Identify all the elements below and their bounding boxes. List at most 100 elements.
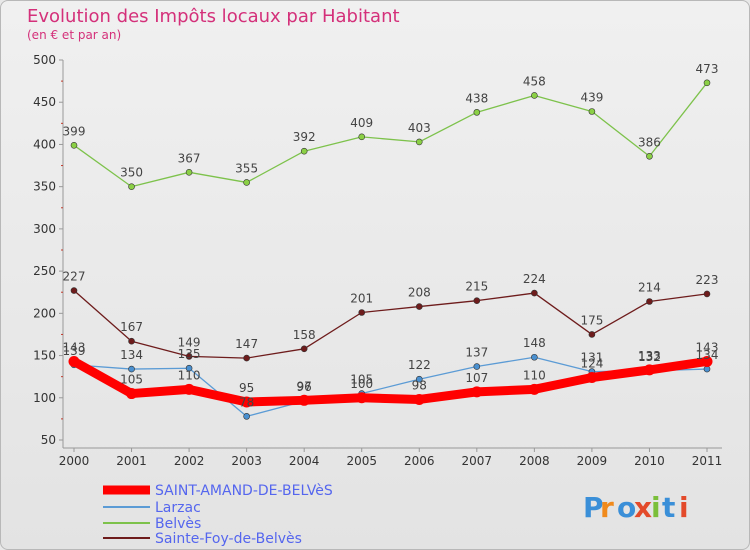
- data-label: 473: [696, 62, 719, 76]
- proxiti-logo: Pr oxi t i: [583, 491, 689, 524]
- data-label: 78: [239, 395, 254, 409]
- data-label: 224: [523, 272, 546, 286]
- x-tick-label: 2008: [519, 454, 550, 468]
- x-tick-label: 2006: [404, 454, 435, 468]
- data-label: 208: [408, 286, 431, 300]
- series-point: [471, 386, 483, 398]
- logo-letter: r: [600, 491, 614, 524]
- data-label: 355: [235, 161, 258, 175]
- series-point: [531, 92, 538, 99]
- logo-letter: o: [617, 491, 636, 524]
- series-point: [126, 388, 138, 400]
- y-tick-label: 250: [33, 264, 56, 278]
- series-point: [528, 383, 540, 395]
- x-tick-label: 2010: [634, 454, 665, 468]
- series-point: [646, 152, 653, 160]
- series-point: [703, 290, 711, 298]
- x-tick-label: 2000: [59, 454, 90, 468]
- data-label: 350: [120, 166, 143, 180]
- series-point: [185, 364, 193, 372]
- data-label: 135: [178, 347, 201, 361]
- series-point: [243, 413, 250, 420]
- series-point: [358, 133, 366, 141]
- series-point: [701, 355, 713, 367]
- data-label: 132: [638, 350, 661, 364]
- series-layer: [68, 79, 713, 420]
- data-label: 122: [408, 358, 431, 372]
- data-label: 110: [523, 368, 546, 382]
- series-point: [415, 303, 423, 310]
- x-tick-label: 2001: [116, 454, 147, 468]
- data-label: 149: [178, 335, 201, 349]
- data-label: 409: [350, 116, 373, 130]
- series-point: [588, 108, 596, 115]
- data-label: 96: [297, 380, 312, 394]
- series-point: [300, 345, 308, 353]
- series-point: [473, 297, 481, 304]
- series-point: [243, 179, 250, 186]
- data-label: 143: [696, 340, 719, 354]
- legend-label: Belvès: [155, 516, 201, 532]
- axes: 50 100 150 200 250 300 350 400 450 500 2000 2001 200…: [33, 53, 722, 468]
- data-label: 227: [63, 270, 86, 284]
- x-tick-label: 2009: [577, 454, 608, 468]
- legend-label: Sainte-Foy-de-Belvès: [155, 531, 302, 547]
- logo-letter: x: [634, 491, 652, 524]
- series-point: [531, 353, 538, 361]
- series-point: [243, 354, 250, 362]
- series-line-2: [73, 356, 708, 418]
- series-line-1: [73, 289, 708, 359]
- data-label: 223: [696, 273, 719, 287]
- y-tick-label: 450: [33, 95, 56, 109]
- series-point: [415, 375, 423, 383]
- data-label: 392: [293, 130, 316, 144]
- series-point: [185, 169, 193, 176]
- series-point: [646, 298, 653, 305]
- series-point: [68, 355, 80, 367]
- legend-label: Larzac: [155, 500, 201, 516]
- logo-letter: i: [651, 491, 661, 524]
- series-point: [358, 309, 366, 316]
- data-label: 143: [63, 340, 86, 354]
- x-tick-label: 2007: [462, 454, 493, 468]
- chart-title: Evolution des Impôts locaux par Habitant: [27, 6, 400, 27]
- series-point: [413, 393, 425, 405]
- legend: SAINT-AMAND-DE-BELVèSLarzacBelvèsSainte-…: [103, 483, 333, 547]
- data-label: 158: [293, 328, 316, 342]
- series-point: [185, 353, 193, 360]
- series-point: [356, 392, 368, 404]
- series-point: [70, 287, 78, 294]
- data-label: 134: [120, 348, 143, 362]
- data-label: 107: [465, 371, 488, 385]
- data-label: 148: [523, 336, 546, 350]
- y-tick-label: 50: [41, 433, 56, 447]
- y-tick-label: 200: [33, 306, 56, 320]
- data-label: 386: [638, 135, 661, 149]
- data-label: 137: [465, 346, 488, 360]
- data-label: 367: [178, 151, 201, 165]
- series-point: [70, 141, 78, 149]
- data-labels: 399 350 367 355 392 409 403 438 458 439 386 473 227 1…: [63, 62, 719, 410]
- series-point: [588, 331, 596, 338]
- data-label: 215: [465, 280, 488, 294]
- logo-letter: i: [679, 491, 689, 524]
- data-label: 214: [638, 281, 661, 295]
- data-label: 201: [350, 291, 373, 305]
- data-label: 110: [178, 368, 201, 382]
- chart-subtitle: (en € et par an): [27, 28, 121, 42]
- y-tick-label: 300: [33, 222, 56, 236]
- x-tick-label: 2003: [231, 454, 262, 468]
- x-tick-label: 2011: [692, 454, 723, 468]
- y-tick-label: 400: [33, 137, 56, 151]
- data-label: 439: [580, 91, 603, 105]
- data-label: 95: [239, 381, 254, 395]
- legend-label: SAINT-AMAND-DE-BELVèS: [155, 483, 333, 499]
- series-point: [128, 365, 135, 373]
- x-tick-label: 2005: [346, 454, 377, 468]
- series-point: [643, 364, 655, 376]
- y-tick-label: 500: [33, 53, 56, 67]
- series-point: [586, 372, 598, 384]
- data-label: 97: [297, 379, 312, 393]
